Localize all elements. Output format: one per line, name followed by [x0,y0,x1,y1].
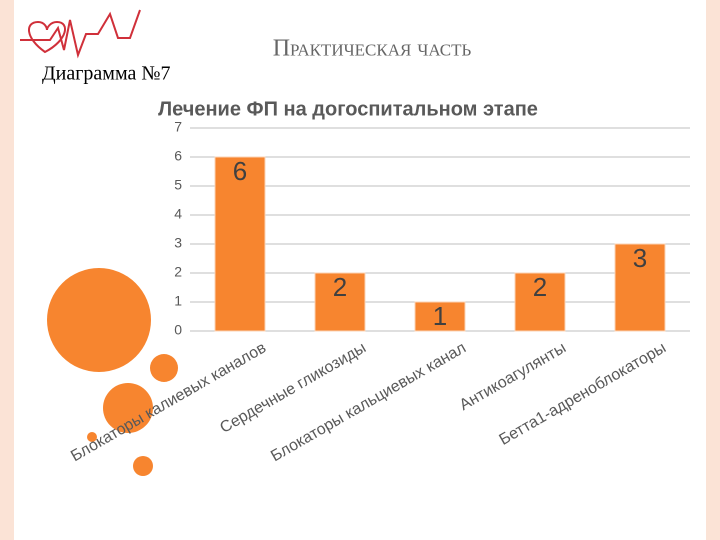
right-stripe [706,0,720,540]
bar [214,156,266,332]
left-stripe [0,0,14,540]
decor-circle [47,268,151,372]
y-tick-label: 7 [174,119,182,135]
decor-circle [150,354,178,382]
x-tick-label: Блокаторы кальциевых канал [268,339,469,465]
value-label: 2 [533,272,547,302]
bar [314,272,366,332]
logo [20,9,141,59]
y-tick-label: 5 [174,177,182,193]
y-tick-label: 2 [174,264,182,280]
decor-circle [103,383,153,433]
bar [614,243,666,332]
bar [514,272,566,332]
x-tick-label: Бетта1-адреноблокаторы [497,339,670,448]
slide-title: Практическая часть [273,36,472,62]
value-label: 3 [633,243,647,273]
value-label: 6 [233,156,247,186]
value-label: 2 [333,272,347,302]
chart-title: Лечение ФП на догоспитальном этапе [158,98,538,120]
y-tick-label: 1 [174,293,182,309]
y-tick-label: 4 [174,206,182,222]
y-tick-label: 3 [174,235,182,251]
bar [414,301,466,332]
decor-circle [133,456,153,476]
decor-circle [87,432,97,442]
y-tick-label: 6 [174,148,182,164]
value-label: 1 [433,301,447,331]
y-tick-label: 0 [174,322,182,338]
caption: Диаграмма №7 [42,63,170,85]
